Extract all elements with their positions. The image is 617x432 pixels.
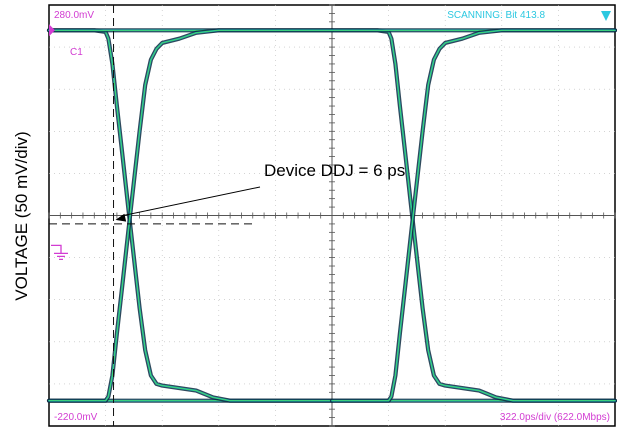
series-line [331, 29, 616, 402]
trigger-marker-icon [601, 11, 611, 21]
annotation-label: Device DDJ = 6 ps [264, 161, 405, 180]
ground-marker-icon [51, 244, 68, 261]
channel-label: C1 [70, 47, 83, 58]
series-line [48, 29, 616, 402]
scan-status-label: SCANNING: Bit 413.8 [447, 10, 545, 21]
top-voltage-label: 280.0mV [54, 10, 94, 21]
timebase-label: 322.0ps/div (622.0Mbps) [500, 412, 610, 423]
channel-marker-icon [49, 24, 55, 37]
bottom-voltage-label: -220.0mV [54, 412, 98, 423]
annotation-arrowhead-icon [115, 213, 127, 222]
markers [49, 5, 611, 426]
annotation-arrow-line [121, 186, 261, 217]
series-line [331, 29, 616, 402]
